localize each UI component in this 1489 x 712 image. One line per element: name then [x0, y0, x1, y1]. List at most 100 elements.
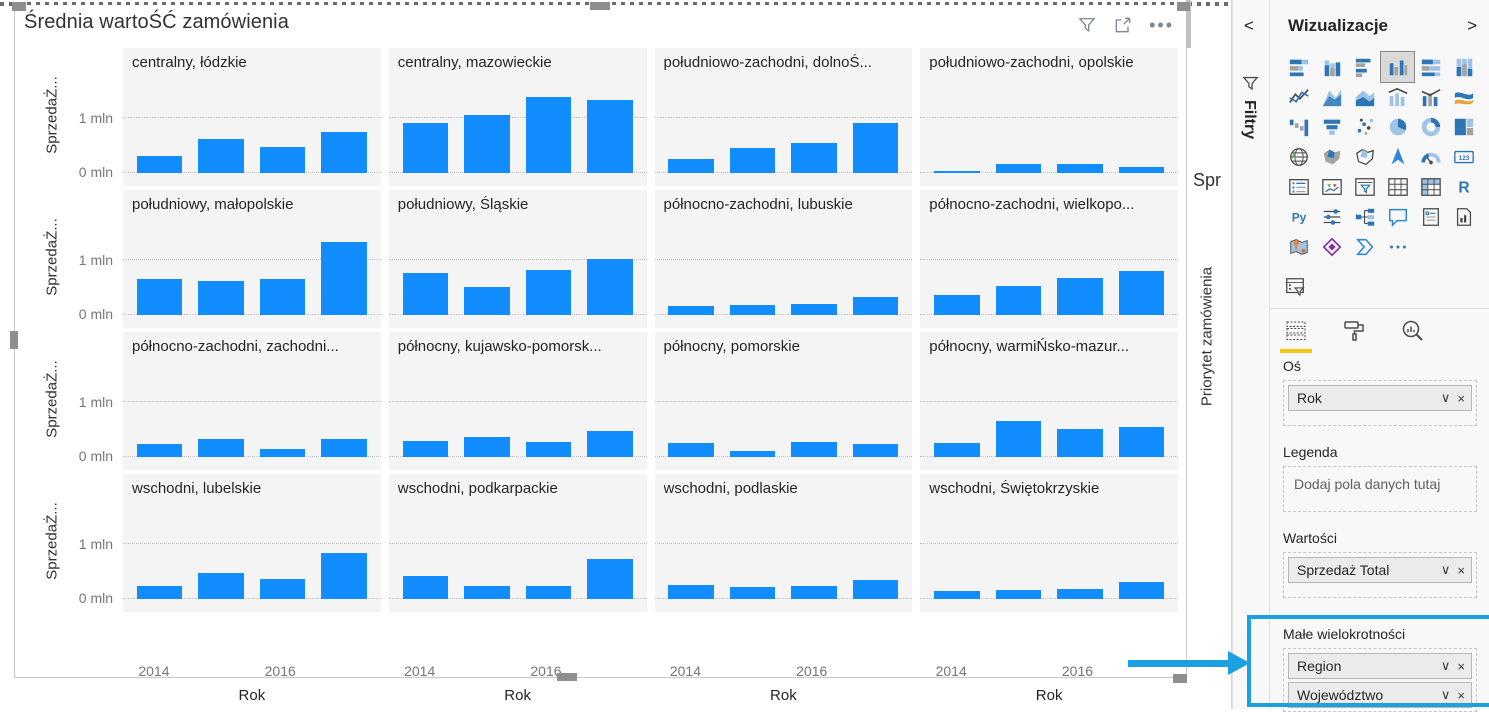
bar[interactable] [321, 439, 367, 457]
bar[interactable] [464, 437, 510, 457]
chevron-down-icon[interactable]: ∨ [1440, 687, 1451, 702]
tab-analytics[interactable] [1400, 318, 1424, 353]
remove-field-icon[interactable]: × [1457, 562, 1465, 578]
field-well-sprzedaż-total[interactable]: Sprzedaż Total ∨ × [1288, 557, 1472, 583]
bar[interactable] [402, 123, 449, 173]
power-automate-icon[interactable] [1348, 232, 1381, 262]
bar[interactable] [464, 287, 510, 315]
bar[interactable] [852, 580, 899, 599]
smart-narrative-icon[interactable] [1414, 202, 1447, 232]
bar[interactable] [259, 579, 306, 599]
bar[interactable] [321, 242, 367, 315]
field-well-region[interactable]: Region ∨ × [1288, 653, 1472, 679]
bar[interactable] [525, 586, 572, 599]
field-well-województwo[interactable]: Województwo ∨ × [1288, 682, 1472, 708]
chevron-down-icon[interactable]: ∨ [1440, 658, 1451, 673]
bar[interactable] [995, 286, 1042, 315]
bar[interactable] [852, 297, 899, 315]
small-multiple-panel[interactable]: północny, warmiŃsko-mazur... [920, 332, 1178, 470]
small-multiple-panel[interactable]: wschodni, Świętokrzyskie [920, 474, 1178, 612]
q-and-a-icon[interactable] [1381, 202, 1414, 232]
collapse-visualizations-chevron-icon[interactable]: > [1467, 16, 1477, 35]
key-influencers-icon[interactable] [1315, 202, 1348, 232]
bar[interactable] [259, 449, 306, 457]
tab-format[interactable] [1342, 318, 1366, 353]
bar[interactable] [729, 451, 776, 457]
bar[interactable] [136, 279, 183, 315]
small-multiple-panel[interactable]: południowo-zachodni, dolnoŚ... [654, 48, 913, 186]
table-icon[interactable] [1381, 172, 1414, 202]
bar[interactable] [1118, 582, 1164, 599]
bar[interactable] [934, 443, 980, 457]
tab-fields[interactable] [1280, 318, 1312, 353]
bar[interactable] [852, 444, 899, 457]
small-multiple-panel[interactable]: wschodni, podkarpackie [388, 474, 647, 612]
small-multiple-panel[interactable]: południowy, Śląskie [388, 190, 647, 328]
filled-map-icon[interactable] [1315, 142, 1348, 172]
bar[interactable] [729, 148, 776, 173]
remove-field-icon[interactable]: × [1457, 658, 1465, 674]
bar[interactable] [525, 442, 572, 457]
bar[interactable] [1057, 278, 1103, 315]
bar[interactable] [791, 442, 837, 457]
bar[interactable] [402, 576, 449, 599]
bar[interactable] [1118, 271, 1164, 315]
bar[interactable] [587, 259, 633, 315]
bar[interactable] [402, 273, 449, 315]
gauge-icon[interactable] [1414, 142, 1447, 172]
bar[interactable] [934, 591, 980, 599]
matrix-icon[interactable] [1414, 172, 1447, 202]
resize-handle-mid-left[interactable] [10, 331, 18, 349]
bar[interactable] [464, 586, 510, 599]
small-multiple-panel[interactable]: północno-zachodni, lubuskie [654, 190, 913, 328]
small-multiple-panel[interactable]: południowo-zachodni, opolskie [920, 48, 1178, 186]
bar[interactable] [198, 281, 244, 315]
paginated-report-icon[interactable] [1447, 202, 1480, 232]
resize-handle-top-right[interactable] [1177, 2, 1190, 11]
well-dropzone-małe-wielokrotności[interactable]: Region ∨ × Województwo ∨ × [1283, 648, 1477, 712]
focus-mode-icon[interactable] [1113, 15, 1133, 35]
bar[interactable] [1118, 167, 1164, 173]
power-apps-icon[interactable] [1315, 232, 1348, 262]
bar[interactable] [259, 279, 306, 315]
bar[interactable] [729, 587, 776, 599]
small-multiple-panel[interactable]: centralny, łódzkie [123, 48, 381, 186]
bar[interactable] [198, 139, 244, 173]
small-multiple-panel[interactable]: południowy, małopolskie [123, 190, 381, 328]
pie-chart-icon[interactable] [1381, 112, 1414, 142]
line-chart-icon[interactable] [1282, 82, 1315, 112]
bar[interactable] [464, 115, 510, 173]
bar[interactable] [321, 132, 367, 173]
bar[interactable] [402, 441, 449, 457]
bar[interactable] [934, 171, 980, 173]
bar[interactable] [198, 439, 244, 457]
chevron-down-icon[interactable]: ∨ [1440, 390, 1451, 405]
clustered-column-chart-icon[interactable] [1380, 51, 1415, 83]
chevron-down-icon[interactable]: ∨ [1440, 562, 1451, 577]
bar[interactable] [1057, 164, 1103, 173]
treemap-icon[interactable] [1447, 112, 1480, 142]
field-well-rok[interactable]: Rok ∨ × [1288, 385, 1472, 411]
bar[interactable] [729, 305, 776, 315]
remove-field-icon[interactable]: × [1457, 390, 1465, 406]
bar[interactable] [791, 586, 837, 599]
waterfall-chart-icon[interactable] [1282, 112, 1315, 142]
multi-row-card-icon[interactable] [1282, 172, 1315, 202]
line-and-clustered-column-chart-icon[interactable] [1414, 82, 1447, 112]
small-multiple-panel[interactable]: wschodni, lubelskie [123, 474, 381, 612]
build-visual-icon[interactable] [1284, 276, 1306, 303]
bar[interactable] [1057, 429, 1103, 457]
bar[interactable] [791, 304, 837, 315]
python-visual-icon[interactable]: Py [1282, 202, 1315, 232]
azure-map-icon[interactable] [1381, 142, 1414, 172]
bar[interactable] [525, 270, 572, 315]
small-multiple-panel[interactable]: północno-zachodni, zachodni... [123, 332, 381, 470]
clustered-bar-chart-icon[interactable] [1348, 52, 1381, 82]
slicer-icon[interactable] [1348, 172, 1381, 202]
small-multiple-panel[interactable]: północno-zachodni, wielkopo... [920, 190, 1178, 328]
resize-handle-bottom-right[interactable] [1173, 674, 1187, 683]
scatter-chart-icon[interactable] [1348, 112, 1381, 142]
bar[interactable] [587, 100, 633, 173]
bar[interactable] [525, 97, 572, 173]
decomposition-tree-icon[interactable] [1348, 202, 1381, 232]
